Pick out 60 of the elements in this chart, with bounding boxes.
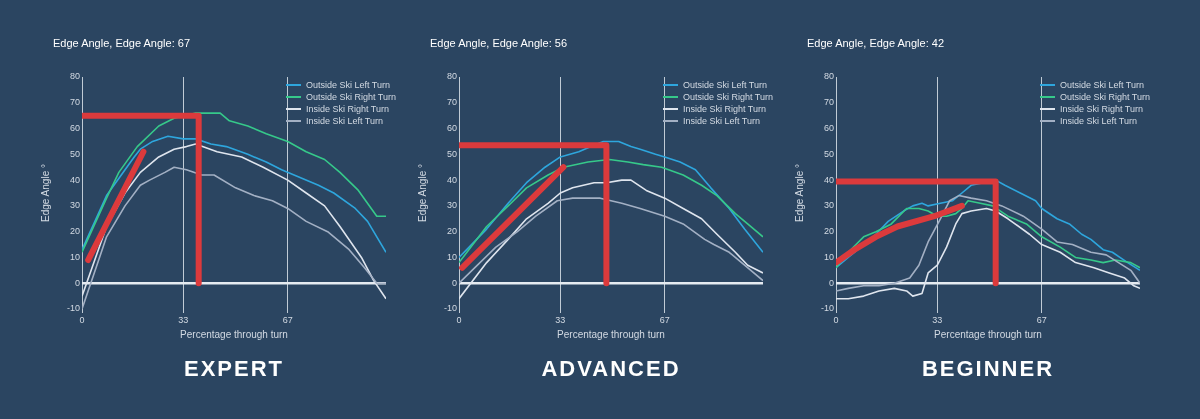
legend-label: Outside Ski Left Turn bbox=[1059, 80, 1144, 90]
y-tick-label: 30 bbox=[446, 200, 457, 211]
y-tick-label: 0 bbox=[828, 277, 834, 288]
y-axis-title: Edge Angle ° bbox=[416, 164, 428, 222]
x-tick-label: 33 bbox=[178, 314, 189, 325]
y-tick-label: 10 bbox=[69, 251, 80, 262]
y-tick-label: 60 bbox=[823, 123, 834, 134]
legend-label: Outside Ski Left Turn bbox=[305, 80, 390, 90]
y-tick-label: 40 bbox=[69, 174, 80, 185]
y-tick-label: 50 bbox=[69, 148, 80, 159]
y-tick-label: 80 bbox=[69, 71, 80, 82]
y-tick-label: 50 bbox=[446, 148, 457, 159]
y-tick-label: 10 bbox=[446, 251, 457, 262]
legend-label: Inside Ski Right Turn bbox=[682, 104, 766, 114]
y-tick-label: 80 bbox=[823, 71, 834, 82]
y-tick-label: 10 bbox=[823, 251, 834, 262]
chart-title: Edge Angle, Edge Angle: 56 bbox=[430, 37, 568, 49]
chart-title: Edge Angle, Edge Angle: 42 bbox=[807, 37, 945, 49]
y-tick-label: 30 bbox=[69, 200, 80, 211]
legend-label: Outside Ski Left Turn bbox=[682, 80, 767, 90]
legend-label: Inside Ski Right Turn bbox=[305, 104, 389, 114]
legend-label: Inside Ski Left Turn bbox=[305, 116, 383, 126]
x-axis-title: Percentage through turn bbox=[557, 328, 665, 340]
x-tick-label: 33 bbox=[555, 314, 566, 325]
y-tick-label: 0 bbox=[74, 277, 80, 288]
y-tick-label: 20 bbox=[446, 226, 457, 237]
legend-label: Outside Ski Right Turn bbox=[1059, 92, 1150, 102]
y-tick-label: -10 bbox=[820, 303, 834, 314]
legend-label: Outside Ski Right Turn bbox=[682, 92, 773, 102]
chart-title: Edge Angle, Edge Angle: 67 bbox=[53, 37, 191, 49]
x-tick-label: 33 bbox=[932, 314, 943, 325]
y-axis-title: Edge Angle ° bbox=[793, 164, 805, 222]
y-tick-label: 30 bbox=[823, 200, 834, 211]
y-tick-label: 80 bbox=[446, 71, 457, 82]
x-tick-label: 67 bbox=[282, 314, 293, 325]
y-tick-label: 70 bbox=[69, 97, 80, 108]
x-axis-title: Percentage through turn bbox=[934, 328, 1042, 340]
legend-label: Inside Ski Left Turn bbox=[1059, 116, 1137, 126]
legend-label: Inside Ski Right Turn bbox=[1059, 104, 1143, 114]
legend-label: Outside Ski Right Turn bbox=[305, 92, 396, 102]
x-tick-label: 67 bbox=[1036, 314, 1047, 325]
y-tick-label: 50 bbox=[823, 148, 834, 159]
legend-label: Inside Ski Left Turn bbox=[682, 116, 760, 126]
x-axis-title: Percentage through turn bbox=[180, 328, 288, 340]
text: ADVANCED bbox=[541, 356, 681, 382]
y-tick-label: 20 bbox=[69, 226, 80, 237]
text: EXPERT bbox=[183, 356, 285, 382]
y-tick-label: -10 bbox=[443, 303, 457, 314]
y-tick-label: 60 bbox=[446, 123, 457, 134]
x-tick-label: 67 bbox=[659, 314, 670, 325]
text: BEGINNER bbox=[921, 356, 1055, 382]
y-tick-label: 70 bbox=[446, 97, 457, 108]
y-tick-label: 70 bbox=[823, 97, 834, 108]
y-tick-label: 0 bbox=[451, 277, 457, 288]
y-tick-label: -10 bbox=[66, 303, 80, 314]
y-tick-label: 20 bbox=[823, 226, 834, 237]
y-tick-label: 60 bbox=[69, 123, 80, 134]
y-tick-label: 40 bbox=[446, 174, 457, 185]
y-axis-title: Edge Angle ° bbox=[39, 164, 51, 222]
y-tick-label: 40 bbox=[823, 174, 834, 185]
